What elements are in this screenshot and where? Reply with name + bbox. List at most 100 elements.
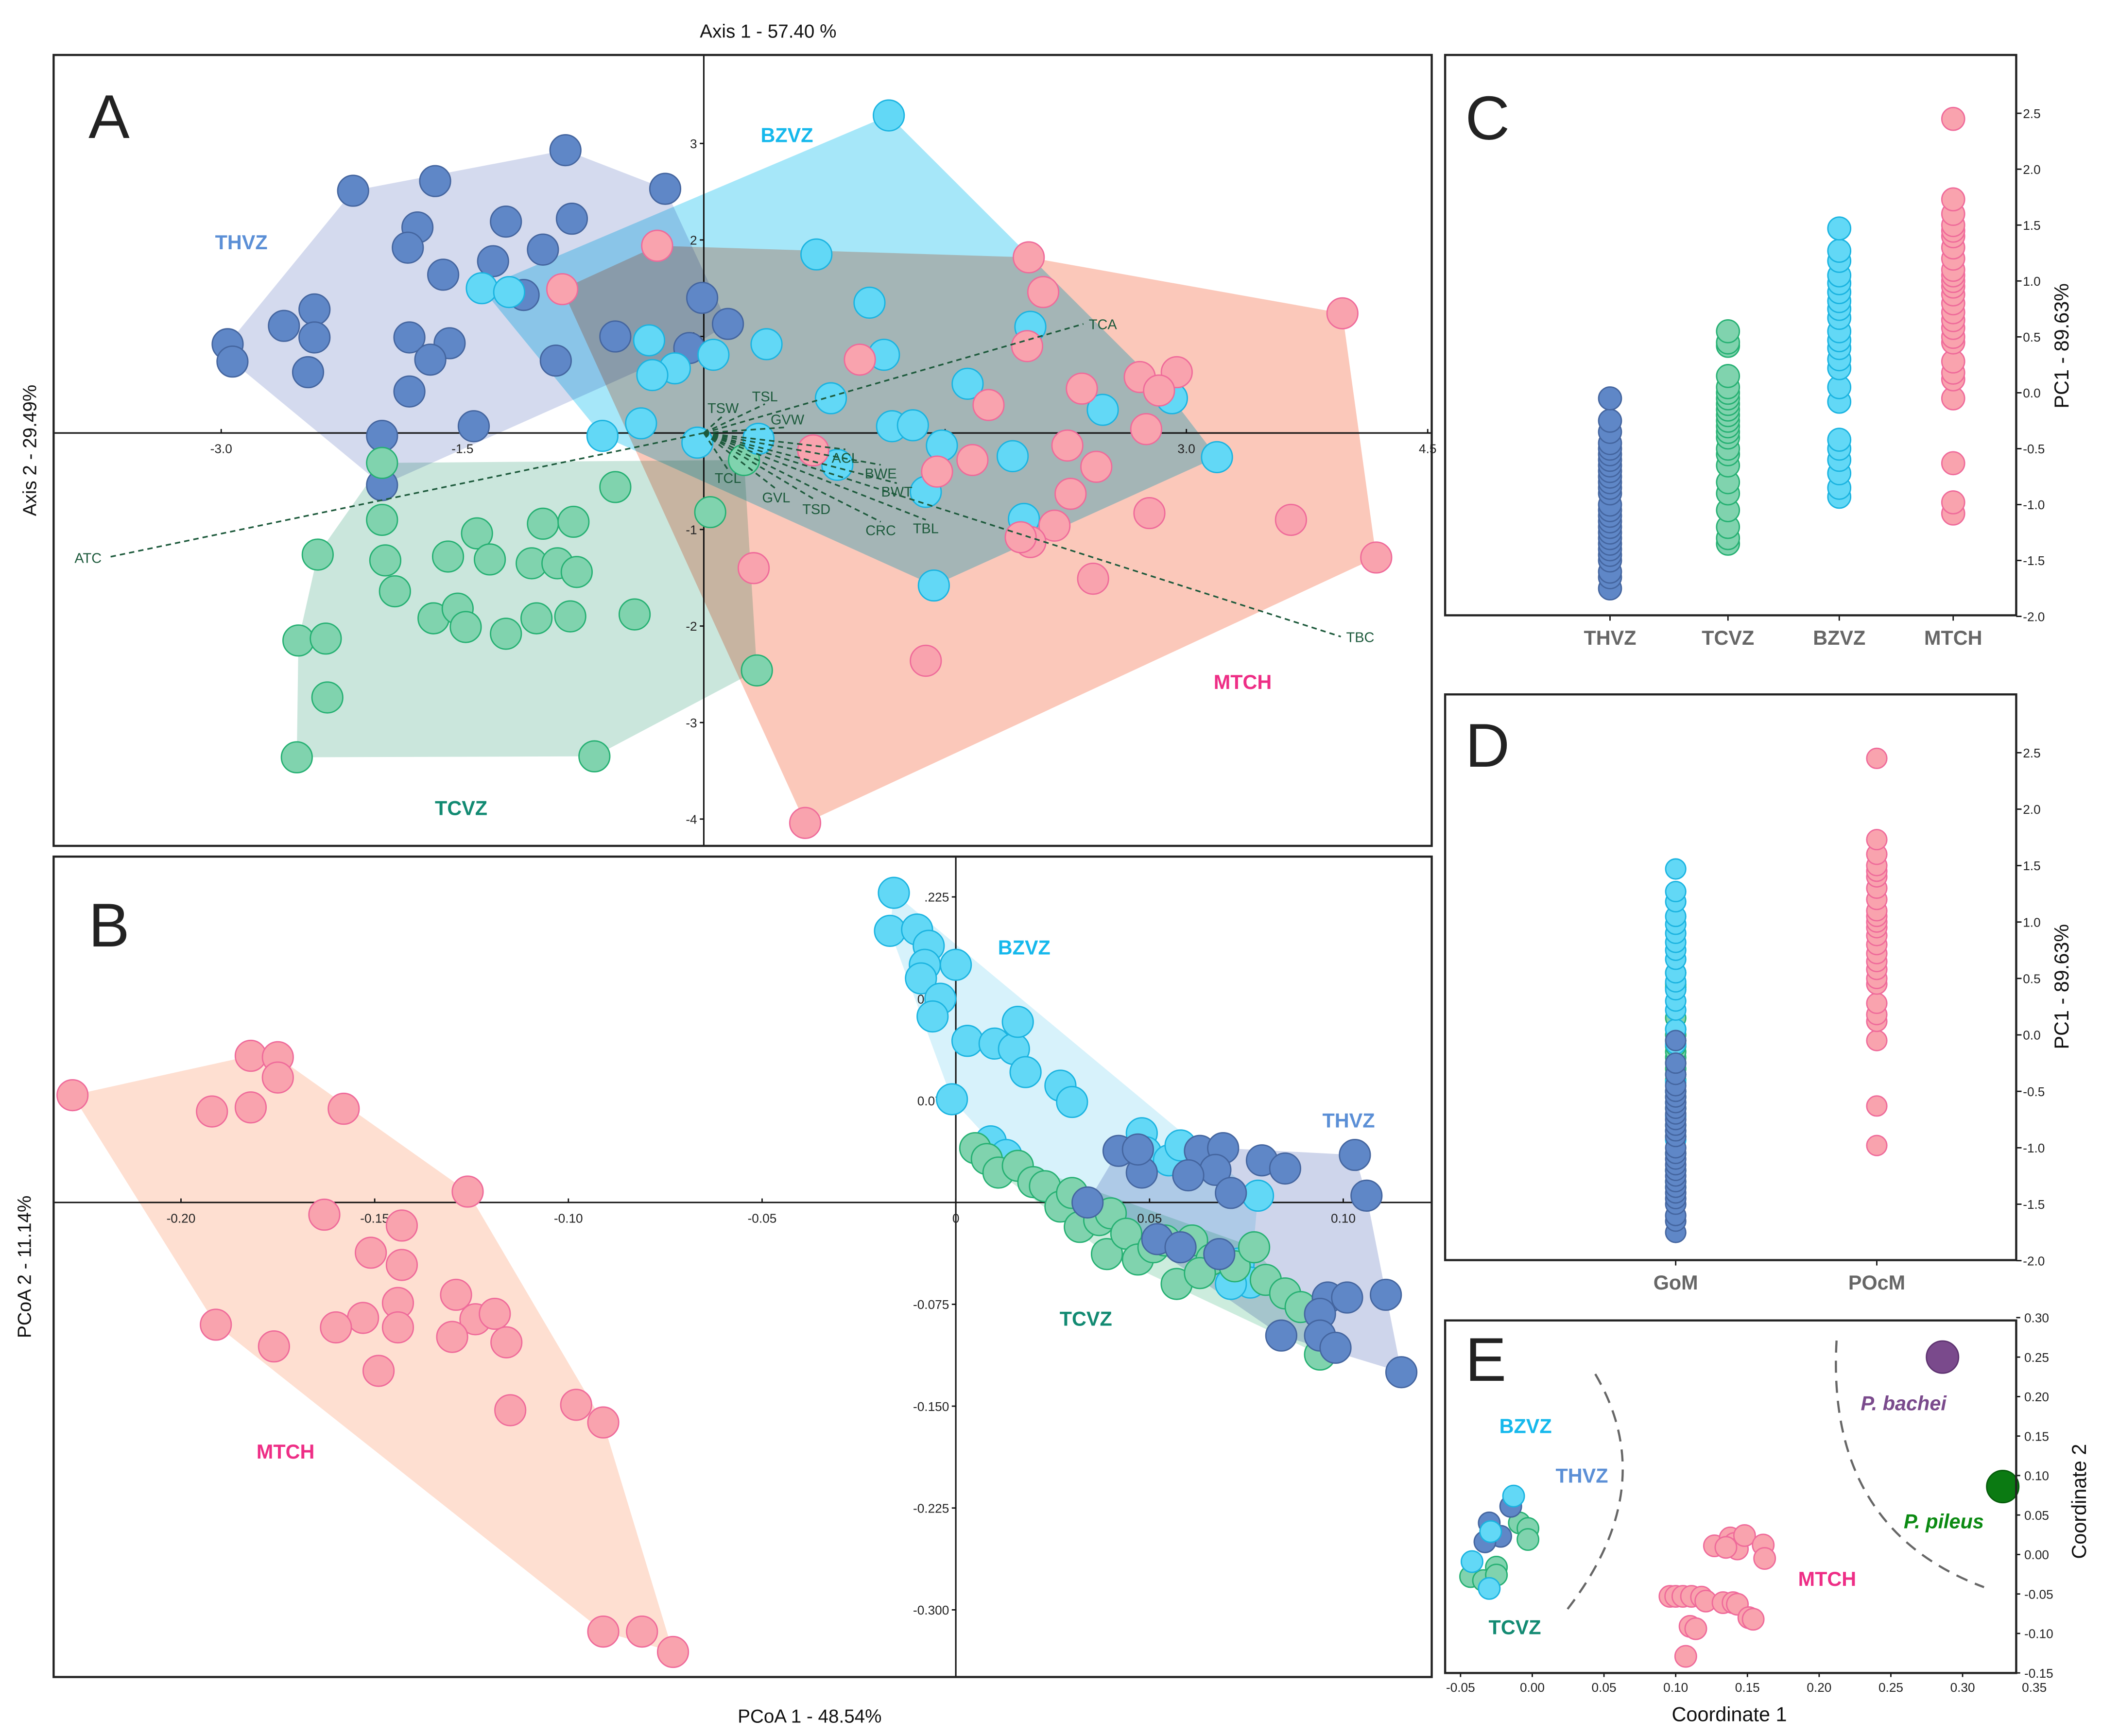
x-tick-label: 0.15 <box>1735 1680 1760 1695</box>
point-bzvz <box>814 382 847 414</box>
point-mtch <box>1941 106 1965 131</box>
point-bzvz <box>493 276 525 309</box>
category-label-tcvz: TCVZ <box>1702 627 1754 649</box>
x-tick-label: 0.30 <box>1950 1680 1975 1695</box>
point-mtch <box>1941 187 1965 212</box>
point-mtch <box>490 1326 523 1358</box>
panel-c: 2.5 2.0 1.5 1.0 0.5 0.0 -0.5 -1.0 -1.5 -2.0 THVZ TC… <box>1444 53 2045 649</box>
point-thvz <box>1339 1138 1371 1171</box>
category-label-thvz: THVZ <box>1584 627 1636 649</box>
point-bzvz <box>896 409 929 442</box>
y-tick-label: -0.15 <box>2024 1666 2053 1681</box>
panel-frame <box>52 53 1433 847</box>
category-label-pocm: POcM <box>1848 1272 1905 1294</box>
vector-label-tsl: TSL <box>752 389 778 405</box>
y-tick-label: -0.150 <box>913 1399 949 1414</box>
point-bzvz <box>1478 1577 1501 1600</box>
point-mtch <box>1011 330 1043 362</box>
point-thvz <box>711 308 744 340</box>
point-mtch <box>1866 1030 1888 1051</box>
point-mtch <box>381 1311 414 1344</box>
x-tick-label: -3.0 <box>210 442 232 456</box>
vector-tcl <box>703 432 729 470</box>
point-tcvz <box>560 556 593 588</box>
group-label-bzvz: BZVZ <box>1499 1415 1552 1437</box>
y-tick-label: 0.25 <box>2024 1350 2049 1365</box>
series-mtch <box>546 229 1393 839</box>
point-mtch <box>347 1302 379 1334</box>
series-mtch <box>1866 747 1888 1156</box>
series-tcvz <box>1716 319 1740 556</box>
y-tick-label: -0.05 <box>2024 1587 2053 1601</box>
point-tcvz <box>301 538 334 571</box>
group-label-mtch: MTCH <box>257 1441 314 1463</box>
vector-bwt <box>704 432 897 484</box>
y-tick-label: 1.5 <box>2023 218 2040 233</box>
point-tcvz <box>474 543 506 576</box>
series-p-bachei <box>1926 1340 1960 1374</box>
point-mtch <box>1866 747 1888 769</box>
panel-letter-b: B <box>88 891 130 960</box>
point-thvz <box>1121 1133 1154 1166</box>
group-label-p-bachei: P. bachei <box>1861 1392 1947 1415</box>
panel-frame <box>1444 693 2017 1261</box>
y-tick-label: 2.0 <box>2023 802 2040 817</box>
point-tcvz <box>1716 364 1740 388</box>
group-label-thvz: THVZ <box>1322 1109 1375 1132</box>
y-tick-label: -0.5 <box>2023 1084 2045 1099</box>
y-tick-label: -3 <box>686 716 697 730</box>
point-mtch <box>1130 413 1162 446</box>
point-thvz <box>1370 1278 1402 1311</box>
group-boundary-left <box>1565 1373 1624 1612</box>
point-mtch <box>1077 563 1109 595</box>
point-thvz <box>1350 1179 1383 1212</box>
category-label-mtch: MTCH <box>1924 627 1982 649</box>
point-thvz <box>527 233 559 266</box>
panel-letter-e: E <box>1465 1325 1507 1394</box>
vector-label-tbl: TBL <box>913 521 939 537</box>
point-thvz <box>1598 386 1622 411</box>
point-mtch <box>656 1635 689 1668</box>
point-tcvz <box>1238 1231 1271 1264</box>
y-tick-label: 1.0 <box>2023 915 2040 929</box>
x-tick-label: -1.5 <box>451 442 473 456</box>
point-mtch <box>385 1209 418 1242</box>
vector-gvw <box>704 426 788 434</box>
point-mtch <box>1275 503 1307 536</box>
point-thvz <box>268 309 300 342</box>
point-mtch <box>1866 1095 1888 1117</box>
point-thvz <box>549 134 582 167</box>
point-mtch <box>1866 992 1888 1014</box>
point-mtch <box>1753 1547 1776 1570</box>
point-mtch <box>196 1095 228 1128</box>
vector-acl <box>704 432 845 450</box>
point-mtch <box>1866 829 1888 851</box>
point-tcvz <box>599 471 632 503</box>
vector-label-gvw: GVW <box>771 413 805 428</box>
vector-tsw <box>703 415 724 434</box>
x-tick-label: -0.05 <box>1446 1680 1475 1695</box>
point-mtch <box>1054 478 1087 510</box>
point-bzvz <box>636 359 669 392</box>
point-tcvz <box>694 496 726 529</box>
point-thvz <box>337 174 369 207</box>
vector-label-gvl: GVL <box>762 490 790 506</box>
point-thvz <box>490 206 522 238</box>
vector-atc <box>106 432 704 559</box>
series-mtch <box>1658 1524 1776 1668</box>
point-tcvz <box>741 654 773 687</box>
group-label-tcvz: TCVZ <box>1489 1616 1541 1638</box>
point-mtch <box>626 1615 658 1648</box>
point-bzvz <box>873 99 905 132</box>
hull-thvz <box>227 150 728 485</box>
group-label-p-pileus: P. pileus <box>1904 1510 1984 1532</box>
vector-tca <box>703 323 1084 434</box>
y-tick-label: -1.0 <box>2023 498 2045 512</box>
point-bzvz <box>1009 1056 1042 1088</box>
panel-e-y-axis-title: Coordinate 2 <box>2068 1444 2090 1559</box>
x-tick-label: 0.25 <box>1878 1680 1903 1695</box>
y-tick-label: 2.5 <box>2023 106 2040 121</box>
point-mtch <box>1066 372 1098 405</box>
x-tick-label: -0.10 <box>554 1211 583 1225</box>
point-tcvz <box>527 507 559 540</box>
